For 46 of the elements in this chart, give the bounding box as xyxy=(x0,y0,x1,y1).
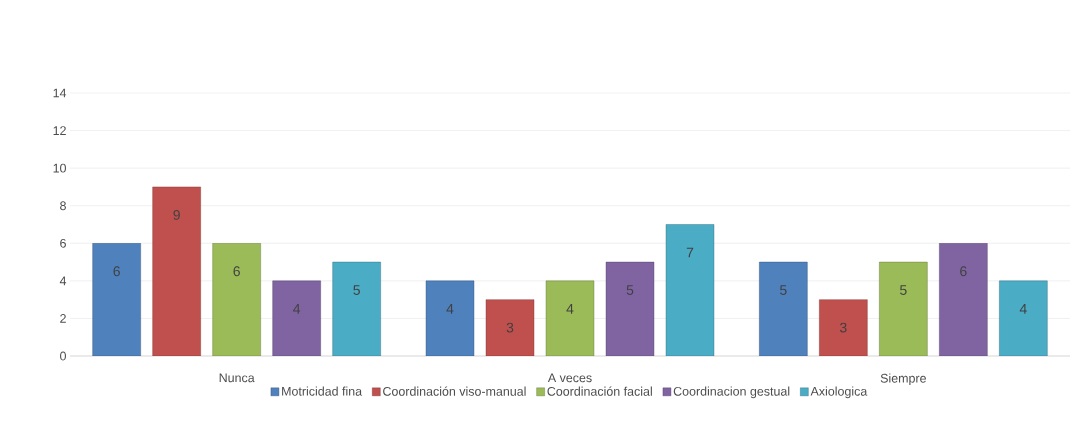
bar xyxy=(272,280,321,356)
legend-label: Coordinacion gestual xyxy=(673,386,790,399)
legend-label: Coordinación viso-manual xyxy=(383,386,526,396)
y-tick-label: 4 xyxy=(59,276,67,286)
data-label: 9 xyxy=(173,209,180,220)
bar xyxy=(759,261,808,356)
data-label: 4 xyxy=(1019,304,1027,314)
y-tick-label: 8 xyxy=(60,201,66,211)
bar xyxy=(939,243,988,356)
bar xyxy=(92,243,141,356)
data-label: 4 xyxy=(293,304,301,314)
y-tick-label: 6 xyxy=(60,238,66,248)
data-label: 6 xyxy=(113,266,120,277)
data-label: 7 xyxy=(686,247,694,258)
data-label: 5 xyxy=(626,285,634,295)
y-tick-label: 10 xyxy=(53,163,66,173)
data-label: 5 xyxy=(900,285,907,295)
y-tick-label: 12 xyxy=(53,126,66,135)
bar xyxy=(665,224,715,356)
x-tick-label: Nunca xyxy=(219,373,255,383)
data-label: 3 xyxy=(839,322,847,333)
bar xyxy=(212,243,261,356)
bar xyxy=(332,261,381,356)
bar xyxy=(425,280,475,356)
legend-label: Motricidad fina xyxy=(282,386,363,396)
bar xyxy=(545,280,595,356)
bar xyxy=(605,261,655,356)
bar xyxy=(485,299,535,356)
data-label: 6 xyxy=(233,266,240,277)
x-tick-label: A veces xyxy=(547,373,592,383)
data-label: 3 xyxy=(506,322,514,333)
bar xyxy=(152,186,201,356)
data-label: 5 xyxy=(780,285,787,295)
y-tick-label: 0 xyxy=(60,351,66,361)
data-label: 4 xyxy=(446,304,454,314)
bar xyxy=(879,261,928,356)
x-tick-label: Siempre xyxy=(880,373,926,386)
y-tick-label: 14 xyxy=(53,88,67,98)
bar xyxy=(819,299,868,356)
data-label: 6 xyxy=(960,266,967,277)
data-label: 4 xyxy=(566,304,574,314)
bar xyxy=(999,280,1048,356)
legend-label: Axiologica xyxy=(810,386,868,399)
legend-label: Coordinación facial xyxy=(547,386,652,396)
data-label: 5 xyxy=(353,285,360,295)
y-tick-label: 2 xyxy=(60,314,66,323)
